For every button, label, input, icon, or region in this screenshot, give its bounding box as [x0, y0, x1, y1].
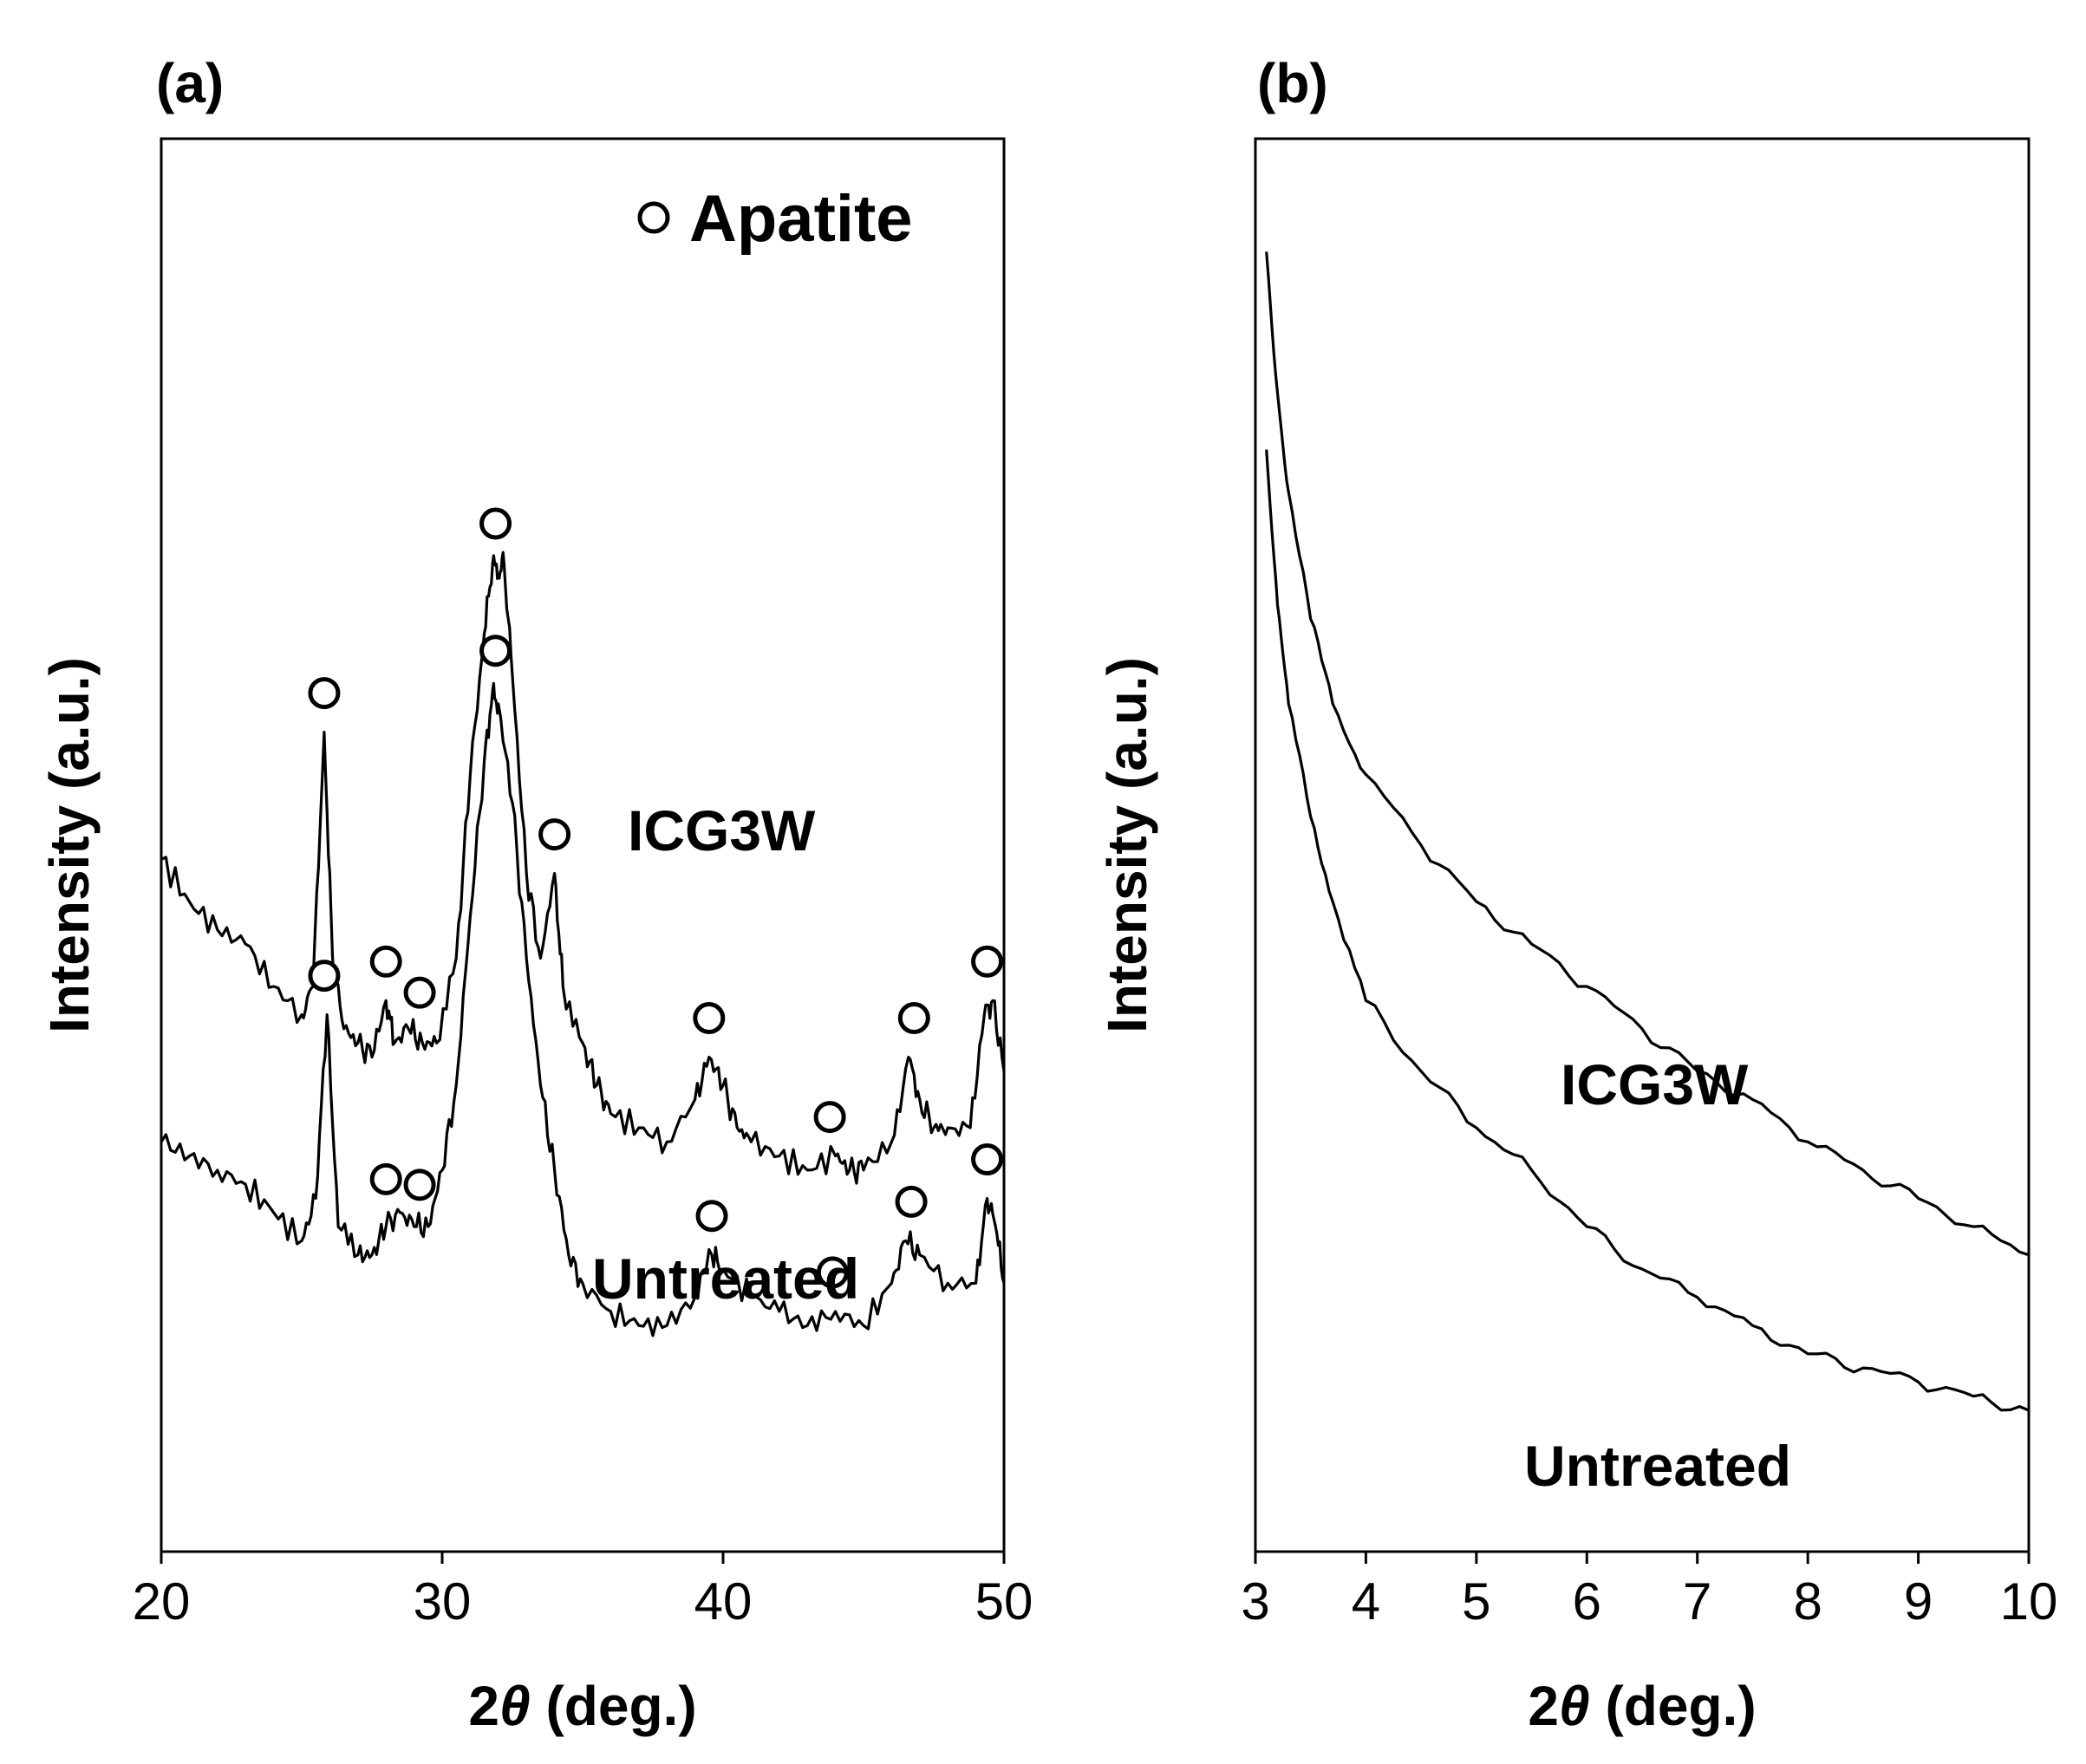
apatite-peak-marker [971, 1143, 1004, 1175]
apatite-peak-marker [369, 945, 402, 978]
panel-b-label: (b) [1257, 52, 1328, 114]
apatite-peak-marker [369, 1162, 402, 1195]
apatite-peak-marker [479, 507, 512, 540]
legend-apatite-marker [637, 201, 670, 234]
x-tick-label: 6 [1573, 1572, 1601, 1631]
panel-b-series-label-untreated: Untreated [1524, 1434, 1791, 1498]
x-tick-label: 9 [1904, 1572, 1933, 1631]
x-tick-label: 20 [133, 1572, 191, 1631]
series-line-icg3w [160, 550, 1006, 1185]
panel-a-frame [160, 137, 1006, 1553]
apatite-peak-marker [971, 945, 1004, 978]
apatite-peak-marker [538, 818, 571, 851]
panel-b-x-ticks: 3 4 5 6 7 8 9 10 [1241, 1552, 2057, 1631]
panel-a-x-ticks: 20 30 40 50 [133, 1552, 1033, 1631]
panel-a-series-label-icg3w: ICG3W [628, 798, 816, 862]
apatite-peak-marker [895, 1185, 928, 1218]
panel-a-label: (a) [156, 52, 224, 114]
apatite-peak-marker [308, 960, 341, 993]
series-line-untreated [160, 681, 1006, 1338]
legend-apatite-label: Apatite [689, 182, 913, 256]
apatite-peak-marker [403, 1168, 436, 1201]
x-tick-label: 40 [694, 1572, 753, 1631]
apatite-peak-marker [479, 635, 512, 667]
apatite-peak-marker [816, 1256, 849, 1289]
apatite-peak-marker [695, 1200, 728, 1233]
apatite-peak-marker [403, 976, 436, 1009]
apatite-peak-marker [693, 1002, 726, 1034]
panel-a-curves [160, 550, 1006, 1338]
x-tick-label: 3 [1241, 1572, 1269, 1631]
x-tick-label: 5 [1462, 1572, 1490, 1631]
panel-b-series-label-icg3w: ICG3W [1561, 1052, 1749, 1116]
panel-a-markers [308, 507, 1004, 1289]
apatite-peak-marker [897, 1002, 930, 1034]
x-tick-label: 50 [975, 1572, 1033, 1631]
x-tick-label: 10 [2000, 1572, 2058, 1631]
panel-b-curves [1265, 251, 2030, 1412]
panel-b-y-axis-title: Intensity (a.u.) [1096, 657, 1158, 1033]
apatite-peak-marker [308, 677, 341, 710]
panel-b-frame [1254, 137, 2031, 1553]
panel-b: (b) 3 4 5 6 7 8 9 10 ICG3W Untreated Intensity … [1096, 52, 2057, 1737]
x-tick-label: 7 [1683, 1572, 1711, 1631]
panel-a-y-axis-title: Intensity (a.u.) [38, 657, 101, 1033]
x-tick-label: 8 [1793, 1572, 1822, 1631]
series-line-untreated [1265, 449, 2030, 1412]
series-line-icg3w [1265, 251, 2030, 1257]
panel-b-x-axis-title: 2θ (deg.) [1528, 1675, 1756, 1737]
panel-a-x-axis-title: 2θ (deg.) [468, 1675, 696, 1737]
panel-a: (a) 20 30 40 50 Apatite ICG3W Untreated Int… [38, 52, 1033, 1737]
x-tick-label: 30 [414, 1572, 472, 1631]
x-tick-label: 4 [1352, 1572, 1380, 1631]
panel-a-series-label-untreated: Untreated [592, 1247, 859, 1311]
apatite-peak-marker [813, 1101, 846, 1134]
